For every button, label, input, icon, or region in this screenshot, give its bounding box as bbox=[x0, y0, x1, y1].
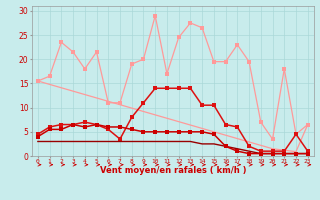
X-axis label: Vent moyen/en rafales ( km/h ): Vent moyen/en rafales ( km/h ) bbox=[100, 166, 246, 175]
